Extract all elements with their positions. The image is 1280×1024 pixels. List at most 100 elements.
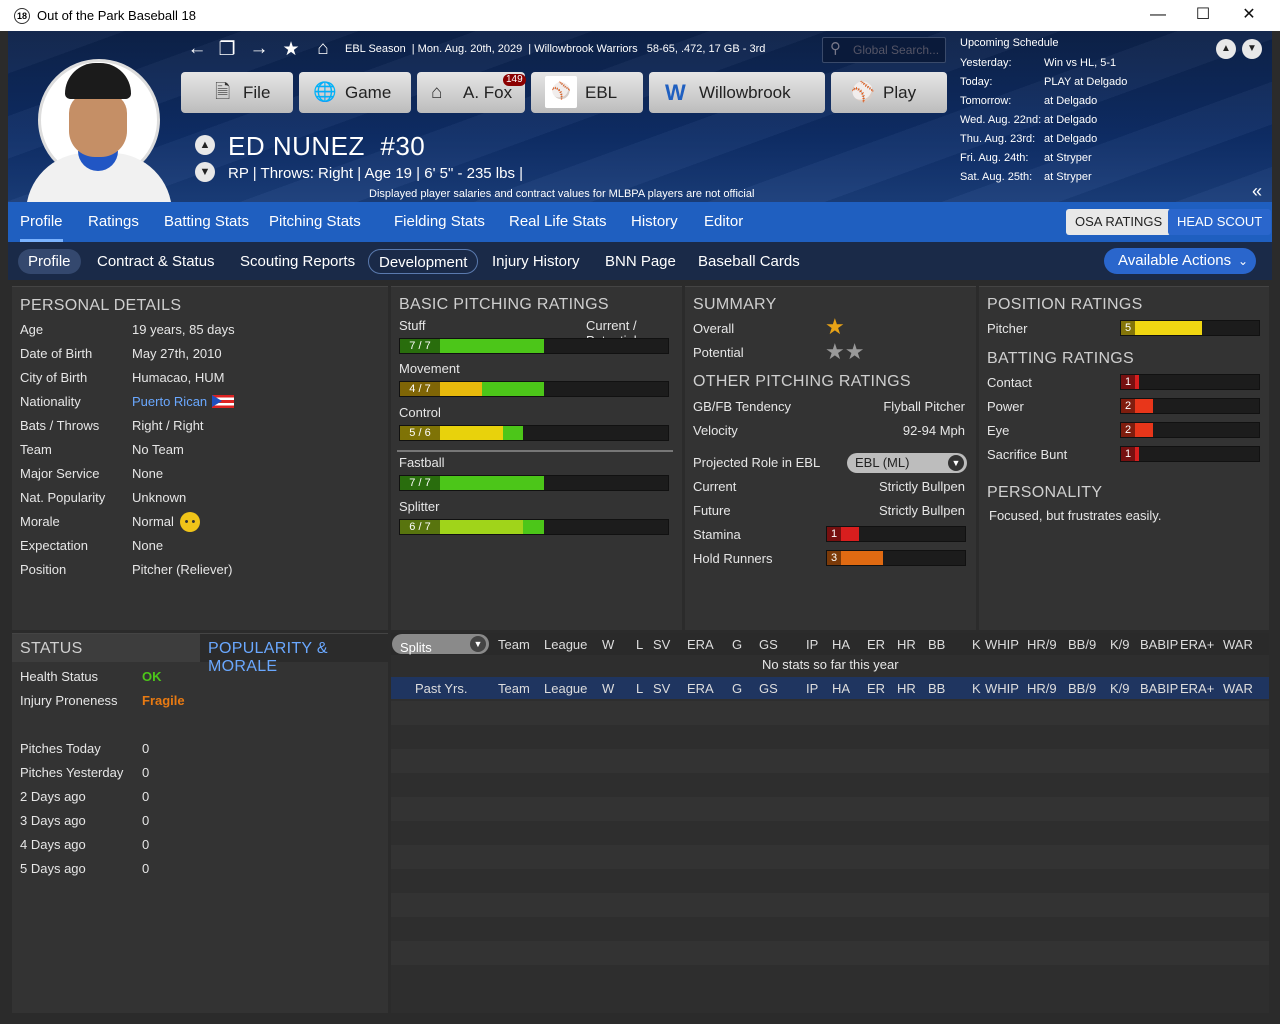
pitch-rating-label: Control	[399, 405, 441, 420]
menu-play[interactable]: ⚾ Play	[831, 72, 947, 113]
schedule-row[interactable]: Today: PLAY at Delgado	[960, 76, 1270, 95]
popularity-morale-label: POPULARITY & MORALE	[208, 640, 328, 675]
stats-column-header[interactable]: BABIP	[1140, 637, 1179, 652]
record-label: 58-65, .472, 17 GB - 3rd	[646, 43, 766, 55]
stats-column-header[interactable]: G	[732, 681, 743, 696]
menu-game[interactable]: 🌐 Game	[299, 72, 411, 113]
stats-column-header[interactable]: BB	[928, 681, 946, 696]
stats-column-header[interactable]: League	[544, 637, 588, 652]
tab-history[interactable]: History	[631, 213, 678, 230]
stats-column-header[interactable]: SV	[653, 637, 671, 652]
next-player-button[interactable]: ▼	[195, 162, 215, 182]
subtab-baseball-cards[interactable]: Baseball Cards	[698, 253, 800, 270]
schedule-row[interactable]: Yesterday: Win vs HL, 5-1	[960, 57, 1270, 76]
stats-column-header[interactable]: HA	[832, 681, 851, 696]
tab-editor[interactable]: Editor	[704, 213, 744, 230]
close-button[interactable]: ✕	[1242, 6, 1256, 23]
forward-arrow-icon[interactable]: →	[249, 38, 269, 59]
schedule-row[interactable]: Tomorrow: at Delgado	[960, 95, 1270, 114]
tab-profile[interactable]: Profile	[20, 202, 63, 242]
stats-column-header[interactable]: HR/9	[1027, 681, 1057, 696]
collapse-icon[interactable]: «	[1252, 181, 1263, 201]
stats-column-header[interactable]: Team	[498, 637, 530, 652]
stats-column-header[interactable]: WAR	[1223, 681, 1253, 696]
star-icon[interactable]: ★	[282, 39, 300, 60]
stats-column-header[interactable]: W	[602, 681, 615, 696]
stats-column-header[interactable]: WAR	[1223, 637, 1253, 652]
header-background	[8, 31, 1272, 202]
tab-real-life-stats[interactable]: Real Life Stats	[509, 213, 607, 230]
menu-team[interactable]: W Willowbrook	[649, 72, 825, 113]
subtab-development[interactable]: Development	[368, 249, 479, 274]
schedule-row[interactable]: Wed. Aug. 22nd: at Delgado	[960, 114, 1270, 133]
stats-column-header[interactable]: League	[544, 681, 588, 696]
pitch-count-label: 5 Days ago	[20, 861, 86, 876]
stats-column-header[interactable]: BB	[928, 637, 946, 652]
stats-column-header[interactable]: K/9	[1110, 681, 1130, 696]
splits-select[interactable]: Splits ▼	[392, 634, 489, 655]
stats-column-header[interactable]: ERA	[687, 637, 714, 652]
subtab-profile[interactable]: Profile	[18, 249, 81, 274]
stats-column-header[interactable]: BB/9	[1068, 681, 1097, 696]
osa-ratings-button[interactable]: OSA RATINGS	[1066, 209, 1172, 235]
status-tab[interactable]: STATUS	[12, 634, 200, 662]
team-logo-icon: W	[665, 80, 686, 105]
stats-column-header[interactable]: WHIP	[985, 637, 1019, 652]
other-pitching-title: OTHER PITCHING RATINGS	[693, 373, 911, 390]
stats-column-header[interactable]: K/9	[1110, 637, 1130, 652]
stats-column-header[interactable]: L	[636, 637, 644, 652]
schedule-row[interactable]: Sat. Aug. 25th: at Stryper	[960, 171, 1270, 190]
previous-player-button[interactable]: ▲	[195, 135, 215, 155]
schedule-row[interactable]: Fri. Aug. 24th: at Stryper	[960, 152, 1270, 171]
stats-column-header[interactable]: K	[972, 637, 981, 652]
stats-column-header[interactable]: ER	[867, 681, 886, 696]
schedule-up-icon[interactable]: ▲	[1216, 39, 1236, 59]
home-icon[interactable]: ⌂	[317, 38, 329, 59]
minimize-button[interactable]: —	[1150, 6, 1166, 23]
stats-column-header[interactable]: Team	[498, 681, 530, 696]
tab-pitching-stats[interactable]: Pitching Stats	[269, 213, 361, 230]
available-actions-button[interactable]: Available Actions ⌄	[1104, 248, 1256, 274]
stats-column-header[interactable]: BABIP	[1140, 681, 1179, 696]
schedule-value: PLAY at Delgado	[1044, 76, 1128, 88]
schedule-down-icon[interactable]: ▼	[1242, 39, 1262, 59]
menu-league[interactable]: ⚾ EBL	[531, 72, 643, 113]
menu-file[interactable]: 🗎 File	[181, 72, 293, 113]
stats-column-header[interactable]: W	[602, 637, 615, 652]
subtab-bnn-page[interactable]: BNN Page	[605, 253, 676, 270]
stats-column-header[interactable]: L	[636, 681, 644, 696]
personal-value[interactable]: Puerto Rican	[132, 394, 208, 409]
stats-column-header[interactable]: ERA	[687, 681, 714, 696]
subtab-injury-history[interactable]: Injury History	[492, 253, 580, 270]
stats-column-header[interactable]: HA	[832, 637, 851, 652]
stats-column-header[interactable]: IP	[806, 681, 819, 696]
copy-icon[interactable]: ❐	[218, 39, 236, 60]
stats-column-header[interactable]: ERA+	[1180, 637, 1215, 652]
stats-column-header[interactable]: K	[972, 681, 981, 696]
subtab-scouting-reports[interactable]: Scouting Reports	[240, 253, 356, 270]
back-arrow-icon[interactable]: ←	[187, 38, 207, 59]
stats-column-header[interactable]: ER	[867, 637, 886, 652]
popularity-morale-tab[interactable]: POPULARITY & MORALE	[200, 634, 388, 675]
global-search-input[interactable]: Global Search...	[822, 37, 946, 63]
stats-column-header[interactable]: HR	[897, 637, 916, 652]
maximize-button[interactable]: ☐	[1195, 6, 1211, 23]
stats-column-header[interactable]: SV	[653, 681, 671, 696]
tab-ratings[interactable]: Ratings	[88, 213, 139, 230]
stats-column-header[interactable]: ERA+	[1180, 681, 1215, 696]
tab-fielding-stats[interactable]: Fielding Stats	[394, 213, 485, 230]
stats-column-header[interactable]: WHIP	[985, 681, 1019, 696]
head-scout-button[interactable]: HEAD SCOUT	[1168, 209, 1272, 235]
stats-column-header[interactable]: HR/9	[1027, 637, 1057, 652]
subtab-contract-status[interactable]: Contract & Status	[97, 253, 215, 270]
stats-column-header[interactable]: GS	[759, 637, 778, 652]
schedule-row[interactable]: Thu. Aug. 23rd: at Delgado	[960, 133, 1270, 152]
stats-column-header[interactable]: G	[732, 637, 743, 652]
tab-batting-stats[interactable]: Batting Stats	[164, 213, 250, 230]
stats-column-header[interactable]: HR	[897, 681, 916, 696]
stats-column-header[interactable]: IP	[806, 637, 819, 652]
stats-column-header[interactable]: BB/9	[1068, 637, 1097, 652]
menu-manager[interactable]: ⌂ A. Fox 149	[417, 72, 526, 113]
projected-role-select[interactable]: EBL (ML) ▼	[847, 453, 967, 473]
stats-column-header[interactable]: GS	[759, 681, 778, 696]
